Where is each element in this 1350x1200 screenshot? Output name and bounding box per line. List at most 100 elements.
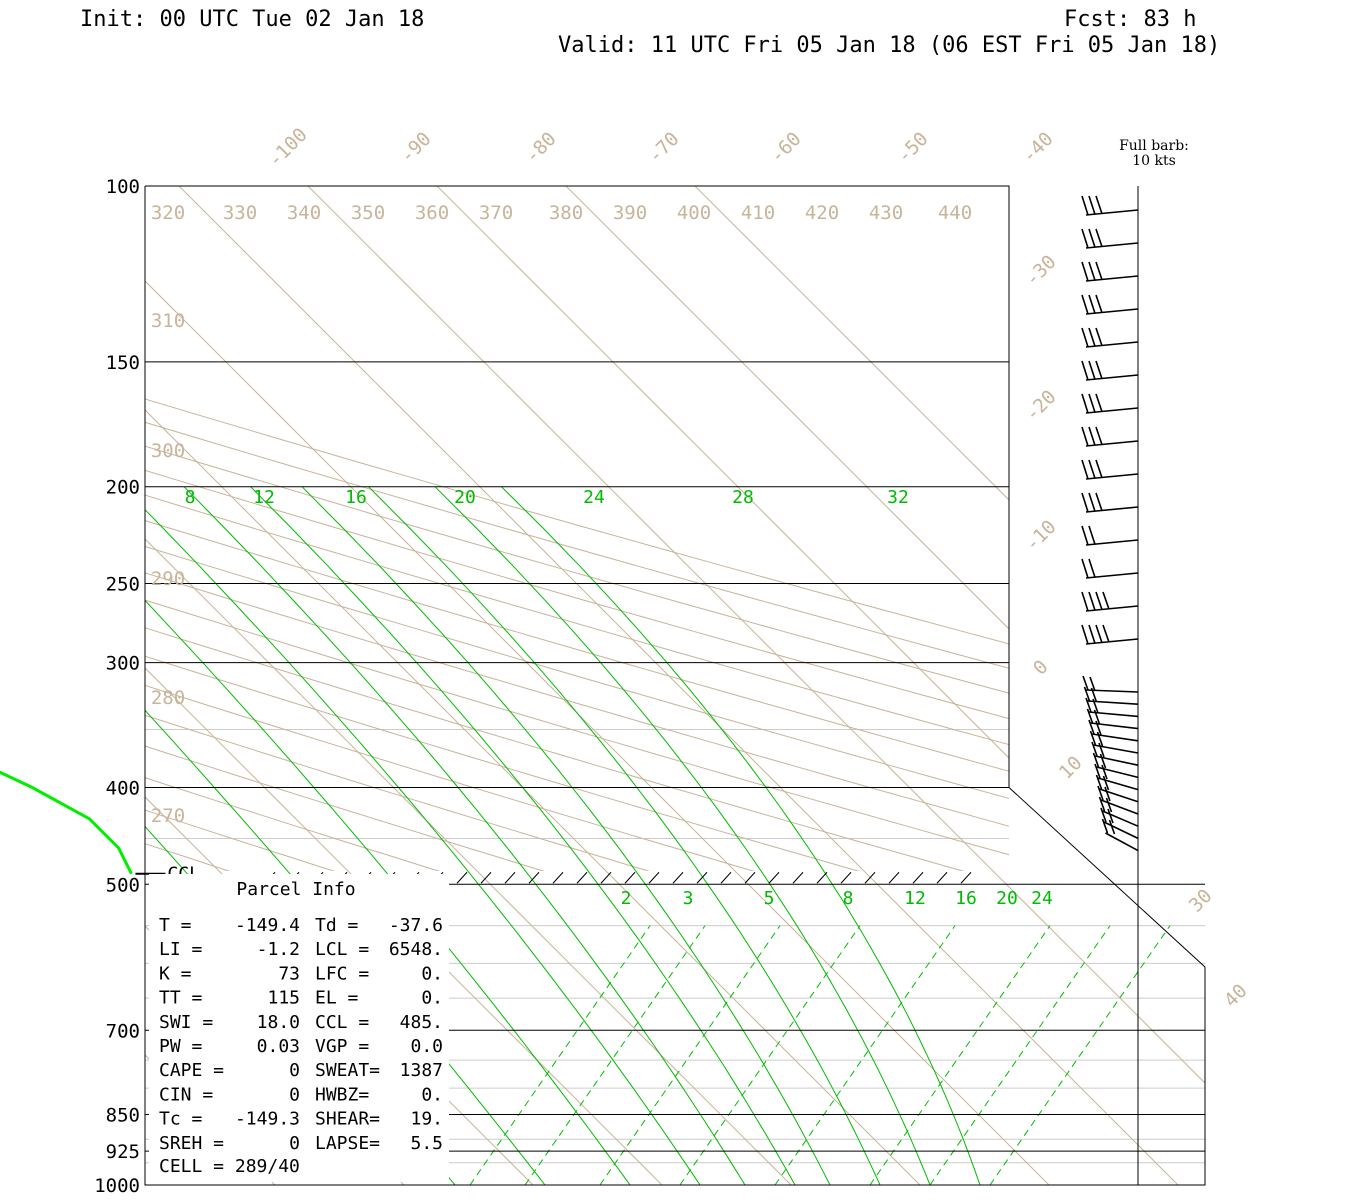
wind-barb-flag (1081, 525, 1089, 546)
wind-barb (1085, 689, 1139, 693)
dry-adiabat-line (145, 520, 1009, 772)
parcel-label: VGP = (315, 1036, 369, 1057)
wind-barb-flag (1095, 624, 1103, 644)
pressure-label: 150 (106, 352, 140, 374)
parcel-value: -1.2 (257, 939, 300, 960)
mixing-ratio-label: 16 (955, 888, 977, 909)
mixing-ratio-line (679, 925, 861, 1185)
wind-barb-flag (1095, 459, 1103, 479)
mixing-ratio-line (469, 925, 651, 1185)
hatch-mark (672, 871, 684, 884)
isotherm-label: -50 (893, 128, 933, 168)
wind-barb-flag (1088, 426, 1096, 446)
dry-adiabat-label: 440 (938, 202, 972, 224)
hatch-mark (552, 871, 564, 884)
isotherm-label: -30 (1021, 251, 1061, 291)
isotherm-line (145, 186, 792, 1185)
dry-adiabats (145, 398, 1009, 871)
dry-adiabat-line (145, 545, 1009, 799)
wind-barb-flag (1088, 294, 1096, 314)
parcel-value: 0.0 (410, 1036, 443, 1057)
dry-adiabat-labels: 320 330 340 350 360 370 380 390 400 410 420 430 440 3… (151, 202, 972, 827)
wind-barb-flag (1081, 492, 1089, 513)
dry-adiabat-label: 430 (869, 202, 903, 224)
pressure-label: 700 (106, 1020, 140, 1042)
hatch-mark (816, 871, 828, 884)
wind-barb-flag (1102, 775, 1110, 791)
dry-adiabat-label: 380 (549, 202, 583, 224)
dry-adiabat-label: 300 (151, 440, 185, 462)
wind-barb-flag (1102, 624, 1110, 643)
wind-barb-flag (1081, 426, 1089, 447)
wind-barb-flag (1095, 294, 1103, 314)
isotherm-line (145, 186, 663, 1185)
parcel-value: 5.5 (410, 1133, 443, 1154)
moist-adiabat-line (434, 486, 931, 1185)
init-time: Init: 00 UTC Tue 02 Jan 18 (80, 7, 424, 32)
wind-barb-flag (1088, 459, 1096, 479)
wind-barb (1100, 799, 1139, 815)
hatch-mark (744, 871, 756, 884)
isotherm-label: -80 (521, 128, 561, 168)
wind-barb-flag (1095, 195, 1103, 215)
dry-adiabat-line (145, 714, 650, 871)
parcel-label: CAPE = (159, 1060, 224, 1081)
pressure-label: 300 (106, 653, 140, 675)
wind-barb-flag (1095, 426, 1103, 446)
hatch-mark (600, 871, 612, 884)
moist-adiabat-line (183, 486, 746, 1185)
parcel-info-title: Parcel Info (236, 879, 355, 900)
isotherm-label: -10 (1021, 516, 1061, 556)
valid-time: Valid: 11 UTC Fri 05 Jan 18 (06 EST Fri … (558, 33, 1220, 58)
mixing-ratio-line (989, 925, 1171, 1185)
dry-adiabat-line (145, 684, 755, 871)
barb-note-line1: Full barb: (1119, 138, 1189, 154)
parcel-info-table: Parcel Info T = -149.4 Td = -37.6 LI = -1.2 LCL… (159, 879, 443, 1177)
skew-edge (1008, 787, 1206, 968)
parcel-label: EL = (315, 988, 359, 1009)
moist-adiabat-line (145, 486, 631, 1185)
wind-barb-flag (1101, 818, 1109, 834)
parcel-value: 0. (421, 963, 443, 984)
wind-barb-flag (1093, 709, 1101, 725)
parcel-value: 73 (278, 963, 300, 984)
wind-barb-flag (1095, 591, 1103, 611)
mixing-ratio-label: 5 (764, 888, 775, 909)
wind-barb-flag (1088, 261, 1096, 281)
wind-barb-flag (1081, 459, 1089, 480)
dry-adiabat-label: 270 (151, 805, 185, 827)
pressure-label: 200 (106, 477, 140, 499)
dry-adiabat-label: 310 (151, 310, 185, 332)
temperature-profile (0, 770, 133, 875)
mixing-ratio-label: 3 (683, 888, 694, 909)
wind-barb-flag (1088, 228, 1096, 248)
wind-barb-flag (1102, 591, 1110, 610)
isotherm-line (307, 186, 1205, 1185)
pressure-label: 1000 (94, 1175, 140, 1197)
wind-barb-flag (1095, 720, 1102, 736)
parcel-label: SHEAR= (315, 1109, 380, 1130)
parcel-value: 0 (289, 1060, 300, 1081)
wind-barb-flag (1090, 687, 1098, 703)
dry-adiabat-label: 290 (151, 568, 185, 590)
wind-barb (1091, 733, 1139, 742)
parcel-label: SREH = (159, 1133, 224, 1154)
pressure-label: 250 (106, 574, 140, 596)
wind-barb-flag (1096, 731, 1104, 747)
pressure-label: 500 (106, 874, 140, 896)
moist-adiabat-line (145, 486, 701, 1185)
forecast-hour: Fcst: 83 h (1064, 7, 1196, 32)
mixing-ratio-labels: 2 3 5 8 12 16 20 24 (621, 888, 1053, 909)
dry-adiabat-label: 360 (415, 202, 449, 224)
hatch-mark (864, 871, 876, 884)
dry-adiabat-label: 410 (741, 202, 775, 224)
isotherm-label: 40 (1220, 980, 1252, 1012)
wind-barb-flag (1092, 752, 1100, 768)
parcel-value: 6548. (389, 939, 443, 960)
isotherm-label: 10 (1055, 752, 1087, 784)
mixing-ratio-label: 24 (1031, 888, 1053, 909)
hatch-mark (792, 871, 804, 884)
parcel-value: -149.4 (235, 915, 300, 936)
dry-adiabat-line (145, 398, 1009, 645)
